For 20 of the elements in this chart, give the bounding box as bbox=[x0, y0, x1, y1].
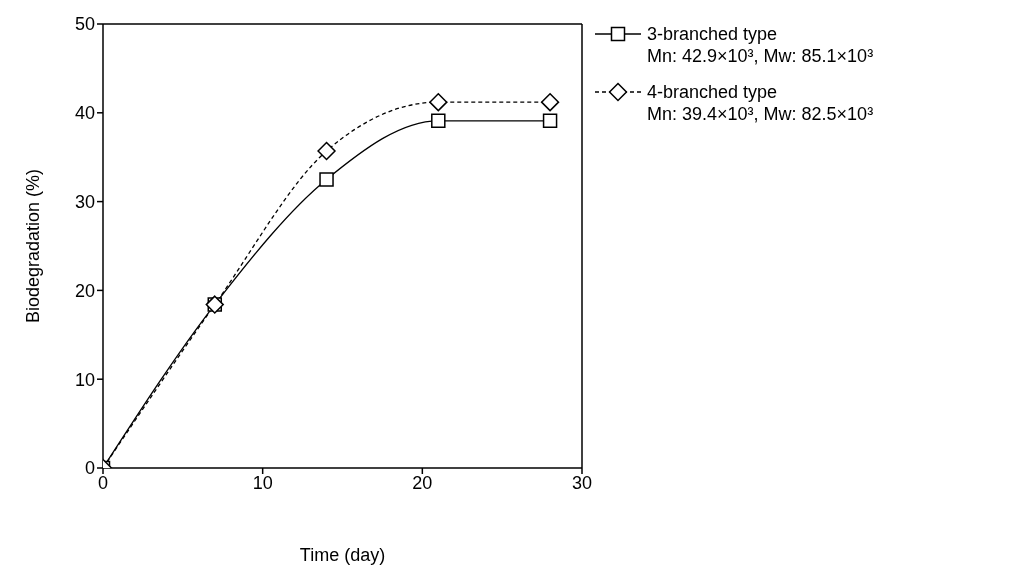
y-tick-label: 30 bbox=[74, 191, 95, 212]
point bbox=[431, 113, 446, 129]
point bbox=[317, 141, 336, 161]
legend-label: 3-branched type Mn: 42.9×10³, Mw: 85.1×10³ bbox=[647, 23, 874, 67]
y-tick-label: 0 bbox=[84, 458, 95, 479]
x-tick-label: 30 bbox=[571, 472, 593, 493]
x-tick-label: 20 bbox=[412, 472, 433, 493]
point bbox=[542, 113, 558, 129]
y-tick-label: 10 bbox=[74, 369, 95, 390]
x-tick-label: 10 bbox=[252, 472, 273, 493]
point bbox=[429, 92, 448, 112]
y-tick-label: 40 bbox=[74, 103, 95, 124]
legend-label: 4-branched type Mn: 39.4×10³, Mw: 82.5×10³ bbox=[647, 81, 874, 125]
y-tick-label: 20 bbox=[74, 280, 95, 301]
point bbox=[319, 172, 334, 187]
point bbox=[540, 92, 560, 112]
y-tick-label: 50 bbox=[74, 14, 95, 35]
x-axis-title: Time (day) bbox=[299, 544, 386, 565]
x-tick-label: 0 bbox=[97, 472, 109, 493]
y-axis-title: Biodegradation (%) bbox=[23, 168, 44, 324]
